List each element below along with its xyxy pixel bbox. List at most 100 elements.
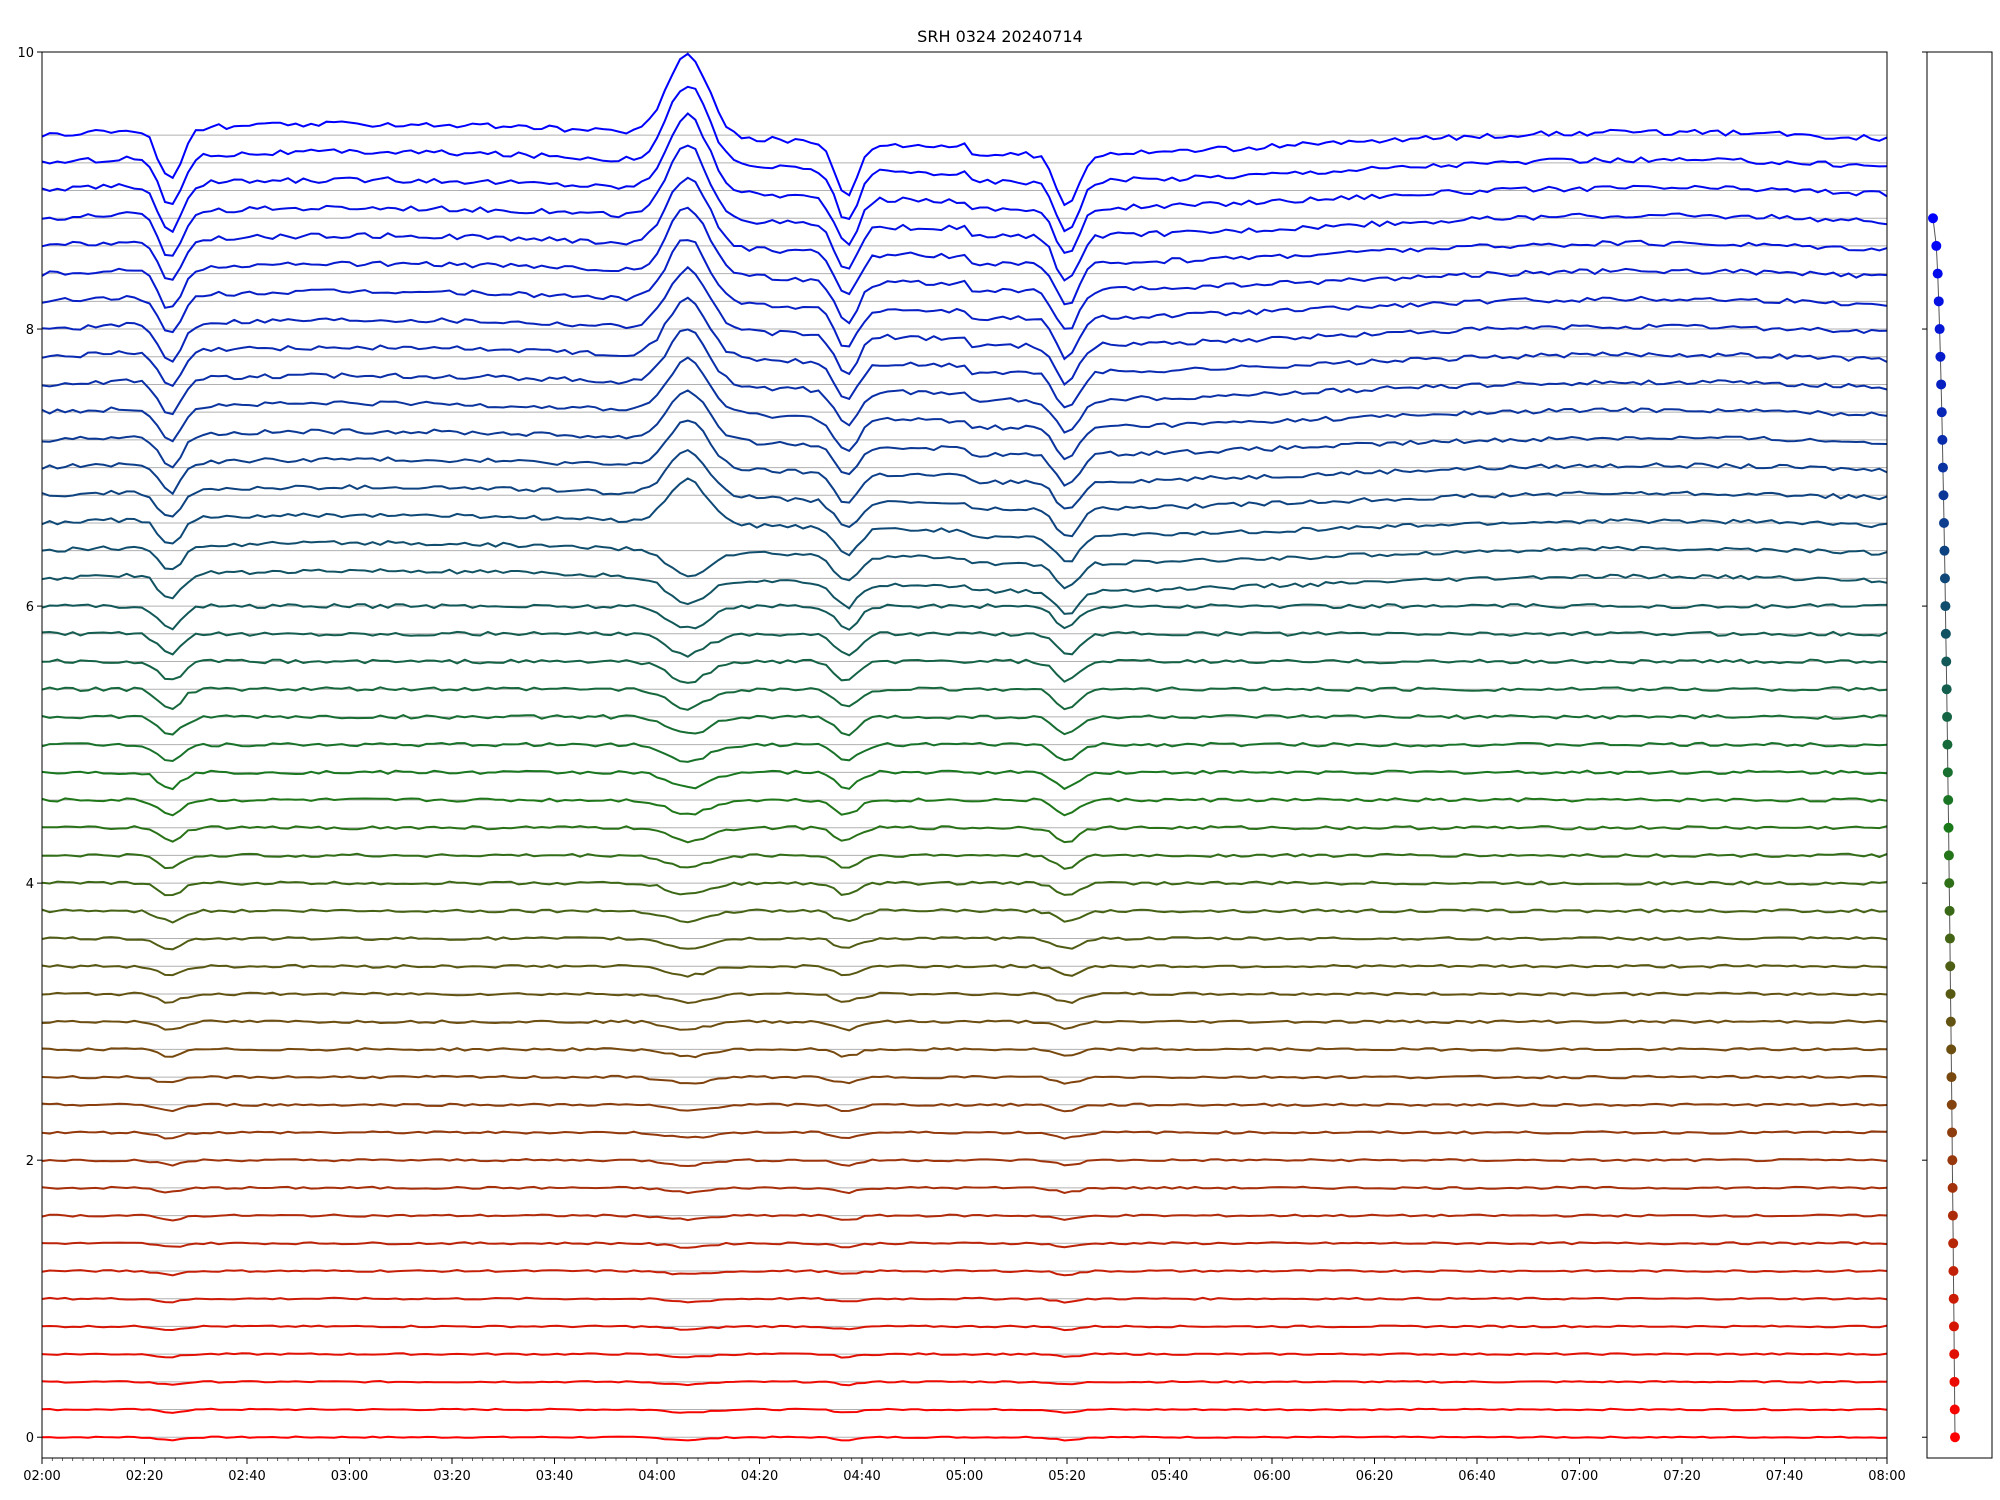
side-panel-point: [1948, 1265, 1959, 1276]
side-panel-point: [1947, 1210, 1958, 1221]
x-tick-label: 07:40: [1766, 1469, 1803, 1484]
channel-trace: [41, 1241, 1888, 1249]
y-tick-label: 8: [26, 323, 34, 338]
channel-trace: [41, 714, 1888, 737]
channel-trace: [41, 1157, 1888, 1168]
channel-trace: [41, 1407, 1888, 1414]
channel-trace: [41, 419, 1888, 510]
side-panel-point: [1933, 296, 1944, 307]
side-panel-point: [1942, 711, 1953, 722]
x-tick-label: 04:00: [638, 1469, 675, 1484]
x-tick-label: 06:00: [1253, 1469, 1290, 1484]
x-tick-label: 03:00: [331, 1469, 368, 1484]
channel-trace: [41, 112, 1888, 255]
x-tick-label: 02:40: [228, 1469, 265, 1484]
y-tick-label: 2: [26, 1154, 34, 1169]
channel-trace: [41, 448, 1888, 538]
side-panel-point: [1940, 601, 1951, 612]
side-panel-point: [1932, 268, 1943, 279]
side-panel-point: [1935, 351, 1946, 362]
x-tick-label: 02:00: [23, 1469, 60, 1484]
y-tick-label: 4: [26, 877, 34, 892]
channel-trace: [41, 880, 1888, 897]
side-panel-point: [1944, 878, 1955, 889]
side-panel-point: [1946, 1072, 1957, 1083]
side-panel-point: [1942, 739, 1953, 750]
x-tick-label: 04:40: [843, 1469, 880, 1484]
channel-trace: [41, 1213, 1888, 1222]
x-tick-label: 05:00: [946, 1469, 983, 1484]
x-tick-label: 05:40: [1151, 1469, 1188, 1484]
side-panel-point: [1949, 1404, 1960, 1415]
side-panel-point: [1949, 1376, 1960, 1387]
y-tick-label: 6: [26, 600, 34, 615]
channel-trace: [41, 1296, 1888, 1304]
channel-trace: [41, 1185, 1888, 1195]
channel-trace: [41, 206, 1888, 330]
channel-trace: [41, 1047, 1888, 1059]
side-panel-point: [1945, 988, 1956, 999]
side-panel-point: [1943, 850, 1954, 861]
channel-trace: [41, 825, 1888, 844]
x-tick-label: 03:40: [536, 1469, 573, 1484]
side-panel-point: [1949, 1349, 1960, 1360]
chart-title: SRH 0324 20240714: [917, 27, 1083, 46]
side-panel-point: [1947, 1127, 1958, 1138]
side-panel-point: [1937, 434, 1948, 445]
side-panel-point: [1931, 240, 1942, 251]
side-panel: [1922, 51, 1993, 1459]
side-panel-point: [1938, 490, 1949, 501]
channel-trace: [41, 741, 1888, 763]
channel-trace: [41, 477, 1888, 563]
y-tick-label: 10: [17, 46, 34, 61]
channel-trace: [41, 144, 1888, 282]
channel-trace: [41, 1324, 1888, 1332]
side-panel-point: [1948, 1238, 1959, 1249]
side-panel-point: [1946, 1044, 1957, 1055]
x-tick-label: 08:00: [1868, 1469, 1905, 1484]
side-panel-point: [1939, 545, 1950, 556]
channel-trace: [41, 1019, 1888, 1032]
channel-trace: [41, 328, 1888, 434]
channel-trace: [41, 908, 1888, 924]
side-panel-frame: [1926, 51, 1993, 1459]
channel-trace: [41, 991, 1888, 1005]
side-panel-point: [1937, 462, 1948, 473]
channel-trace: [41, 176, 1888, 306]
x-tick-label: 07:00: [1561, 1469, 1598, 1484]
channel-trace: [41, 686, 1888, 711]
side-panel-point: [1950, 1432, 1960, 1443]
channel-trace: [41, 85, 1888, 233]
channel-trace: [41, 1435, 1888, 1442]
side-panel-point: [1944, 933, 1955, 944]
side-panel-point: [1948, 1321, 1959, 1332]
y-tick-label: 0: [26, 1431, 34, 1446]
channel-trace: [41, 936, 1888, 951]
side-panel-point: [1945, 1016, 1956, 1027]
side-panel-point: [1940, 628, 1951, 639]
channel-trace: [41, 296, 1888, 409]
channel-trace: [41, 1130, 1888, 1140]
channel-trace: [41, 658, 1888, 684]
channel-trace: [41, 265, 1888, 387]
channel-trace: [41, 1379, 1888, 1387]
channel-trace: [41, 852, 1888, 870]
x-tick-label: 06:20: [1356, 1469, 1393, 1484]
side-panel-point: [1942, 767, 1953, 778]
side-panel-point: [1947, 1155, 1958, 1166]
x-tick-label: 05:20: [1048, 1469, 1085, 1484]
side-panel-point: [1943, 822, 1954, 833]
x-tick-label: 03:20: [433, 1469, 470, 1484]
side-panel-point: [1936, 379, 1947, 390]
plot-frame: [41, 51, 1888, 1459]
x-tick-label: 04:20: [741, 1469, 778, 1484]
channel-trace: [41, 1352, 1888, 1359]
side-panel-point: [1941, 684, 1952, 695]
channel-trace: [41, 963, 1888, 978]
side-panel-point: [1934, 324, 1945, 335]
channel-trace: [41, 356, 1888, 461]
channel-trace: [41, 769, 1888, 791]
channel-trace: [41, 797, 1888, 817]
channel-trace: [41, 389, 1888, 487]
